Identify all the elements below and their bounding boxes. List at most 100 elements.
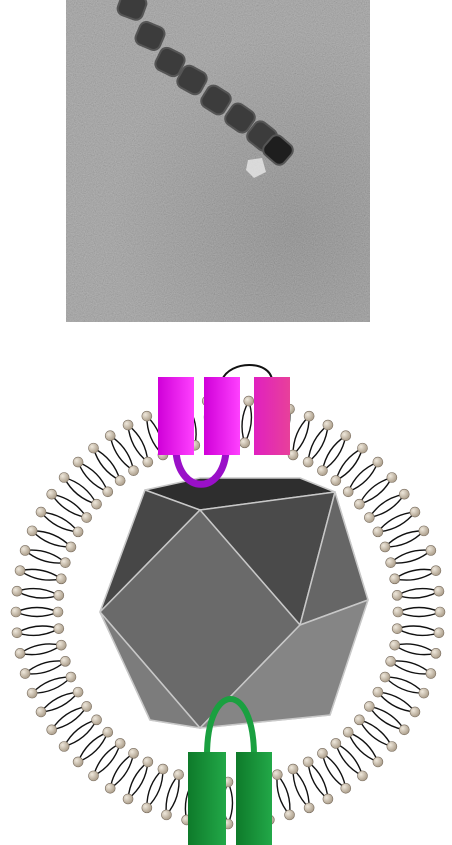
lipid-head [65, 541, 77, 553]
lipid-head [239, 437, 250, 449]
lipid-head [386, 472, 398, 483]
helix [188, 752, 226, 845]
debris [246, 158, 266, 178]
lipid-tail [397, 611, 441, 618]
lipid-tail [227, 781, 234, 825]
helix [158, 377, 194, 455]
lipid-tail [15, 606, 59, 613]
lipid-head [14, 565, 26, 576]
lipid-head [357, 770, 368, 782]
lipid-head [60, 557, 71, 568]
crystal-face [199, 599, 369, 729]
lipid-head [141, 802, 153, 814]
lipid-head [392, 606, 404, 618]
lipid-head [102, 486, 114, 498]
lipid-head [72, 456, 84, 468]
lipid-head [142, 456, 154, 468]
lipid-head [58, 472, 70, 483]
lipid-head [330, 738, 342, 749]
lipid-head [14, 648, 26, 659]
nanoparticle-chain [116, 0, 294, 166]
lipid-head [398, 724, 410, 736]
lipid-head [409, 706, 421, 718]
lipid-head [357, 442, 368, 454]
lipid-head [272, 769, 283, 780]
lipid-head [114, 475, 126, 486]
lipid-head [72, 526, 84, 538]
lipid-head [58, 741, 70, 752]
protein-loop [172, 451, 230, 488]
lipid-head [303, 802, 315, 814]
micrograph-noise [66, 0, 370, 322]
lipid-tail [377, 511, 416, 533]
lipid-head [55, 639, 67, 651]
lipid-head [11, 627, 23, 639]
lipid-head [88, 442, 99, 454]
helix [236, 752, 272, 845]
lipid-head [91, 498, 102, 510]
lipid-head [389, 639, 401, 651]
lipid-head [340, 430, 352, 442]
crystal-face [99, 611, 201, 729]
lipid-head [385, 557, 396, 568]
lipid-head [389, 573, 401, 585]
lipid-tail [292, 768, 310, 808]
lipid-head [302, 456, 314, 468]
lipid-head [114, 738, 126, 749]
lipid-head [342, 726, 354, 738]
lipid-tail [385, 676, 425, 694]
lipid-head [391, 590, 403, 601]
lipid-head [157, 763, 169, 775]
nanoparticle [134, 21, 166, 51]
lipid-head [317, 465, 328, 476]
nanoparticle [224, 102, 256, 134]
lipid-head [10, 606, 22, 618]
lipid-head [385, 656, 396, 667]
lipid-head [52, 606, 64, 618]
lipid-head [19, 545, 31, 556]
lipid-head [122, 793, 134, 805]
lipid-head [433, 585, 445, 597]
lipid-head [128, 465, 139, 476]
lipid-tail [307, 424, 329, 463]
helix [254, 377, 290, 455]
lipid-head [142, 756, 154, 768]
nanoparticle [116, 0, 148, 21]
lipid-head [243, 395, 255, 407]
nanoparticle [176, 64, 208, 96]
lipid-head [141, 410, 153, 422]
lipid-head [287, 763, 299, 775]
lipid-head [342, 486, 354, 498]
lipid-tail [127, 761, 149, 800]
lipid-tail [377, 511, 416, 533]
lipid-head [26, 687, 38, 699]
lipid-head [26, 525, 38, 537]
lipid-head [91, 714, 102, 726]
protein-loop [204, 696, 257, 757]
lipid-tail [385, 530, 425, 548]
lipid-head [303, 410, 315, 422]
lipid-head [372, 526, 384, 538]
lipid-head [418, 525, 430, 537]
lipid-head [330, 475, 342, 486]
lipid-head [173, 769, 184, 780]
lipid-head [409, 506, 421, 518]
lipid-head [434, 606, 446, 618]
lipid-tail [40, 511, 79, 533]
lipid-head [354, 714, 365, 726]
lipid-head [161, 809, 172, 821]
protein-loop-top [221, 364, 273, 381]
lipid-head [340, 782, 352, 794]
lipid-tail [127, 424, 149, 463]
lipid-tail [292, 769, 310, 809]
lipid-tail [384, 530, 424, 548]
lipid-tail [292, 415, 310, 455]
green-protein [188, 696, 272, 845]
lipid-head [81, 512, 92, 523]
lipid-head [386, 741, 398, 752]
lipid-head [55, 573, 67, 585]
lipid-tail [307, 761, 329, 800]
lipid-head [322, 419, 334, 431]
lipid-head [60, 656, 71, 667]
